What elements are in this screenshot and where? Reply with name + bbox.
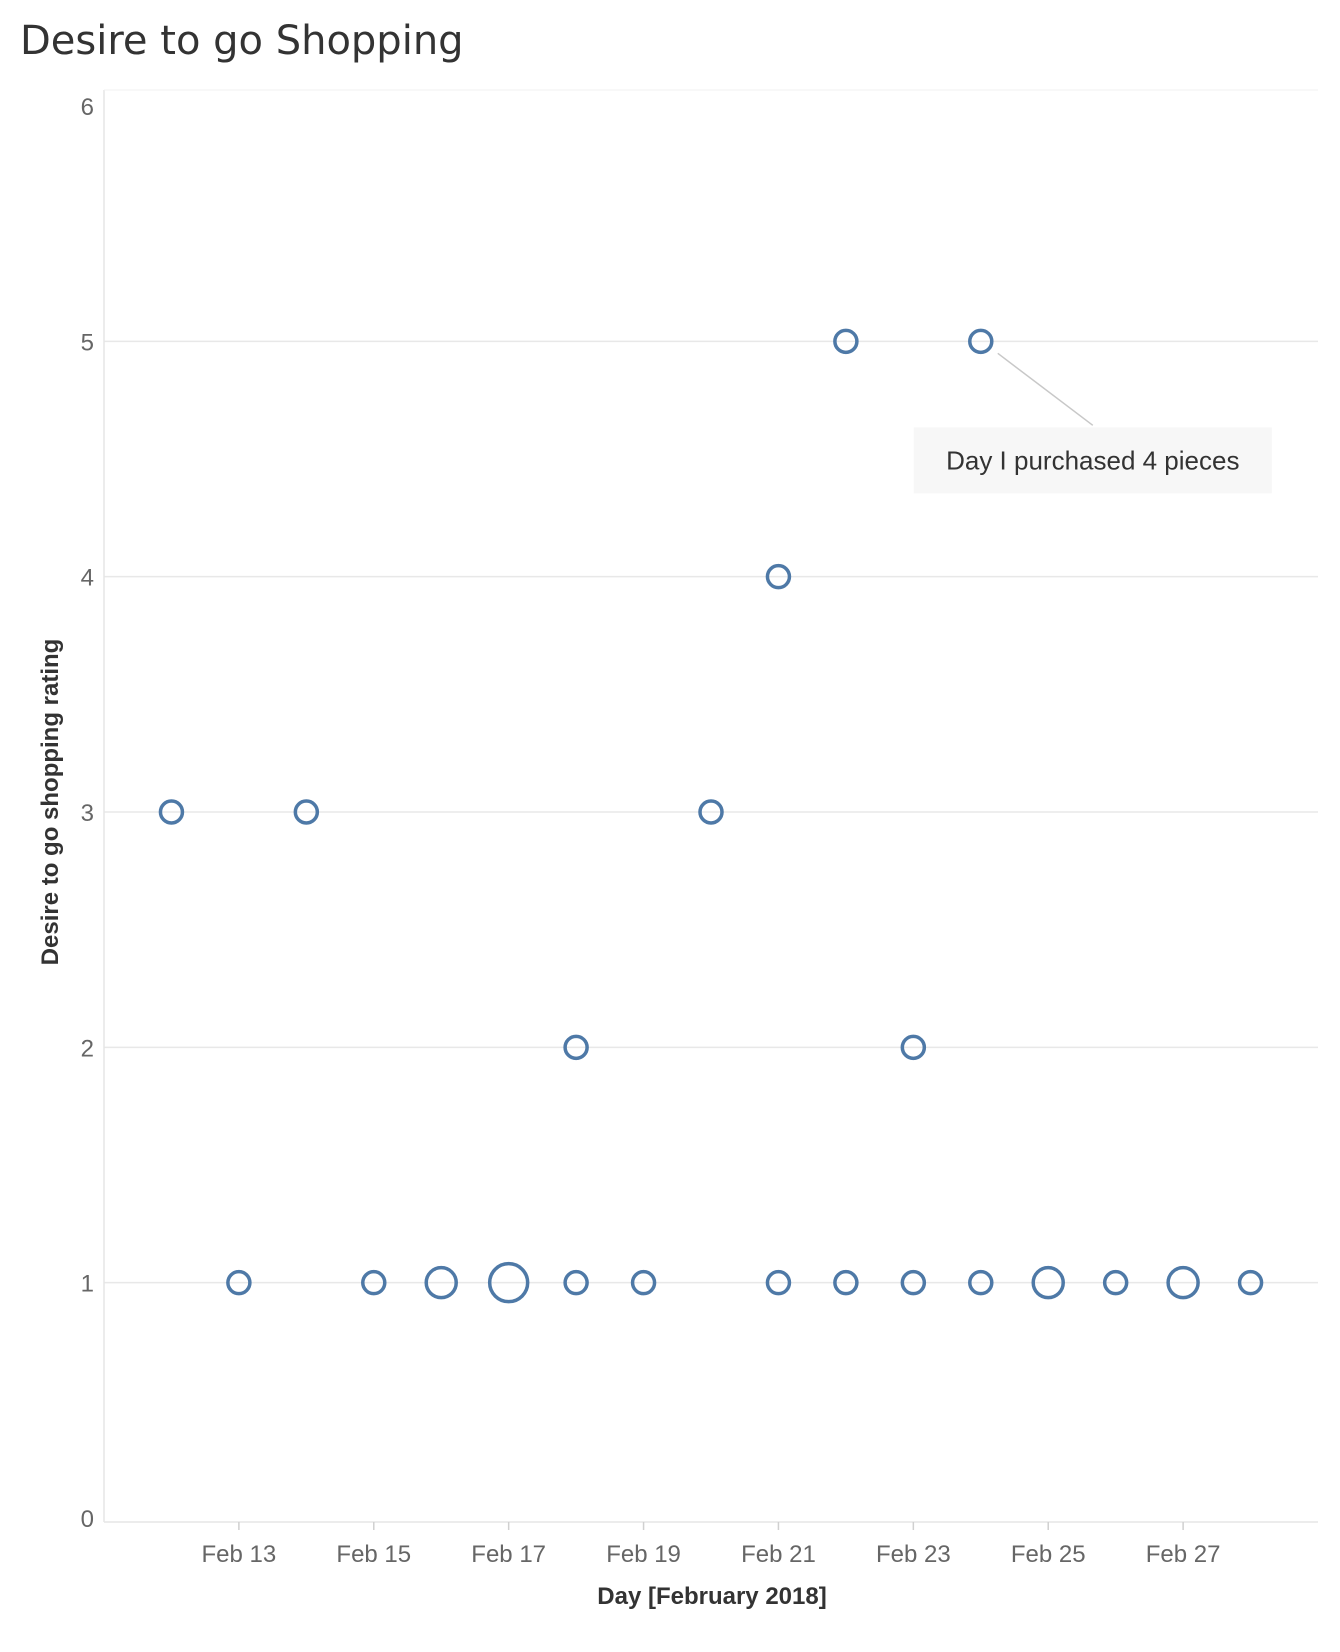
data-point xyxy=(226,1269,252,1296)
x-axis-label: Day [February 2018] xyxy=(597,1583,826,1610)
x-tick-label: Feb 19 xyxy=(606,1541,681,1568)
annotation-leader-line xyxy=(997,352,1094,426)
x-tick-label: Feb 23 xyxy=(876,1541,951,1568)
data-point xyxy=(630,1269,657,1296)
chart-title: Desire to go Shopping xyxy=(20,18,464,64)
axes: 0 1 2 3 4 5 6 Feb 13 Feb 15 Feb 17 Feb 19 Feb 21 Feb… xyxy=(81,89,1318,1568)
data-point xyxy=(833,1269,859,1296)
y-tick-label: 2 xyxy=(81,1035,94,1062)
x-tick-label: Feb 13 xyxy=(202,1541,277,1568)
data-point xyxy=(563,1034,589,1061)
data-point xyxy=(900,1269,927,1296)
data-point xyxy=(361,1269,387,1296)
gridlines xyxy=(104,340,1318,1284)
data-point xyxy=(1031,1265,1065,1300)
y-tick-label: 1 xyxy=(81,1271,94,1298)
y-tick-label: 0 xyxy=(81,1506,94,1533)
data-point xyxy=(1237,1269,1264,1296)
annotation-box xyxy=(913,427,1272,494)
data-point xyxy=(900,1034,927,1061)
data-point xyxy=(158,799,185,825)
data-point xyxy=(968,1269,994,1296)
data-point xyxy=(968,328,994,355)
annotations: Day I purchased 4 pieces xyxy=(913,352,1272,494)
data-point xyxy=(563,1269,589,1296)
annotation-text: Day I purchased 4 pieces xyxy=(946,445,1239,475)
y-tick-label: 6 xyxy=(81,94,94,121)
y-tick-label: 4 xyxy=(81,565,94,592)
x-tick-label: Feb 17 xyxy=(471,1541,546,1568)
x-tick-label: Feb 21 xyxy=(741,1541,816,1568)
data-point xyxy=(833,328,859,355)
data-points xyxy=(158,328,1264,1304)
y-tick-label: 5 xyxy=(81,329,94,356)
data-point xyxy=(765,1269,792,1296)
data-point xyxy=(293,799,320,825)
data-point xyxy=(424,1265,458,1300)
x-tick-label: Feb 27 xyxy=(1146,1541,1221,1568)
data-point xyxy=(765,563,792,590)
x-tick-label: Feb 15 xyxy=(336,1541,411,1568)
y-tick-label: 3 xyxy=(81,800,94,827)
x-tick-label: Feb 25 xyxy=(1011,1541,1086,1568)
data-point xyxy=(698,799,724,825)
data-point xyxy=(487,1261,530,1304)
y-axis-label: Desire to go shopping rating xyxy=(37,639,64,966)
data-point xyxy=(1166,1265,1200,1300)
data-point xyxy=(1102,1269,1129,1296)
